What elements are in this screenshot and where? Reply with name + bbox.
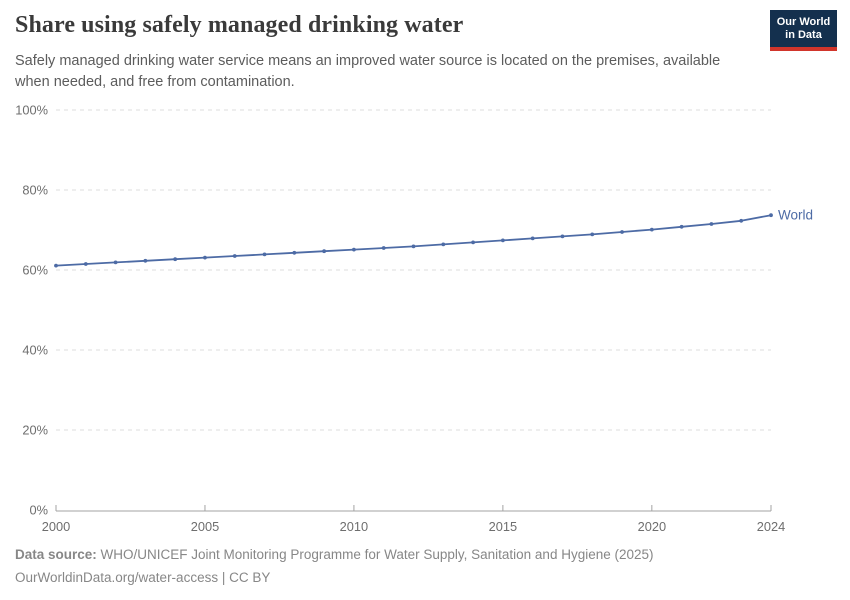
license-label: CC BY xyxy=(229,570,271,585)
data-point-world-2023[interactable] xyxy=(739,218,744,223)
footer-credit-line: OurWorldinData.org/water-access | CC BY xyxy=(15,569,270,586)
footer-separator: | xyxy=(218,570,230,585)
y-axis-label-0: 0% xyxy=(30,503,49,518)
x-axis-label-2020: 2020 xyxy=(638,519,666,534)
data-point-world-2024[interactable] xyxy=(769,213,773,218)
data-point-world-2009[interactable] xyxy=(322,249,327,254)
page-title: Share using safely managed drinking wate… xyxy=(15,12,464,38)
y-axis-label-20: 20% xyxy=(22,423,48,438)
data-point-world-2019[interactable] xyxy=(620,230,624,234)
chart-subtitle: Safely managed drinking water service me… xyxy=(15,53,721,90)
series-end-label-world[interactable]: World xyxy=(778,208,813,223)
data-point-world-2017[interactable] xyxy=(560,234,565,239)
data-point-world-2021[interactable] xyxy=(679,224,684,229)
datasource-label: Data source: xyxy=(15,547,97,562)
x-axis-label-2005: 2005 xyxy=(191,519,219,534)
data-point-world-2012[interactable] xyxy=(411,244,416,249)
data-point-world-2013[interactable] xyxy=(441,242,446,247)
x-axis-label-2010: 2010 xyxy=(340,519,368,534)
data-point-world-2004[interactable] xyxy=(173,257,178,262)
data-point-world-2003[interactable] xyxy=(143,258,148,263)
data-point-world-2002[interactable] xyxy=(113,260,118,265)
data-point-world-2008[interactable] xyxy=(292,250,297,255)
data-point-world-2016[interactable] xyxy=(530,236,535,241)
y-axis-label-100: 100% xyxy=(15,103,48,118)
data-point-world-2011[interactable] xyxy=(381,246,386,250)
data-point-world-2022[interactable] xyxy=(709,222,714,226)
owid-url-link[interactable]: OurWorldinData.org/water-access xyxy=(15,570,219,585)
data-point-world-2010[interactable] xyxy=(352,247,356,252)
data-point-world-2000[interactable] xyxy=(54,263,58,268)
x-axis-label-2015: 2015 xyxy=(489,519,517,534)
data-point-world-2020[interactable] xyxy=(649,227,654,232)
owid-logo-line1: Our World xyxy=(776,16,831,28)
owid-logo[interactable]: Our World in Data xyxy=(770,10,837,51)
data-point-world-2007[interactable] xyxy=(262,252,267,257)
data-point-world-2015[interactable] xyxy=(500,238,505,243)
series-line-world[interactable] xyxy=(55,214,772,267)
x-axis-label-2000: 2000 xyxy=(42,519,70,534)
owid-logo-line2: in Data xyxy=(785,29,822,41)
x-axis-label-2024: 2024 xyxy=(757,519,785,534)
data-point-world-2001[interactable] xyxy=(83,262,88,266)
y-axis-label-80: 80% xyxy=(22,183,48,198)
data-point-world-2018[interactable] xyxy=(590,232,595,237)
y-axis-label-40: 40% xyxy=(22,343,48,358)
data-point-world-2005[interactable] xyxy=(203,255,207,260)
datasource-text: WHO/UNICEF Joint Monitoring Programme fo… xyxy=(96,547,654,562)
y-axis-label-60: 60% xyxy=(22,263,48,278)
data-point-world-2006[interactable] xyxy=(232,254,237,258)
datasource-line: Data source: WHO/UNICEF Joint Monitoring… xyxy=(15,546,654,563)
data-point-world-2014[interactable] xyxy=(471,240,475,245)
